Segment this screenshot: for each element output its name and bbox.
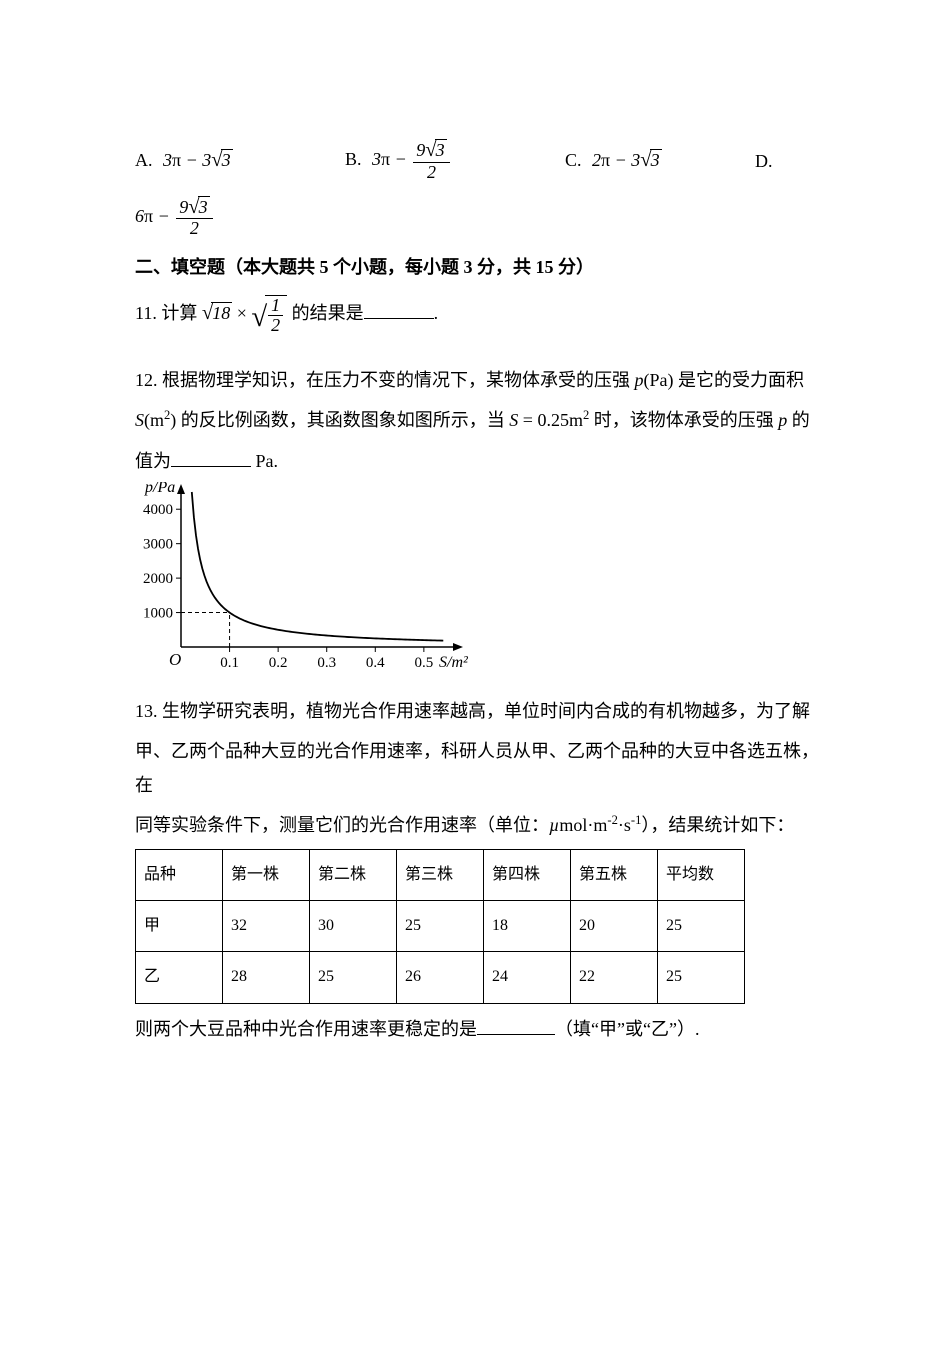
q11-post: 的结果是 [292, 303, 364, 323]
table-header: 第五株 [571, 849, 658, 900]
q12-num: 12. [135, 370, 158, 390]
q12-chart-svg: 1000 2000 3000 4000 0.1 0.2 0.3 0.4 0.5 Op/Pa S/m² [131, 482, 471, 677]
q11-blank [364, 300, 434, 319]
q11-num: 11. [135, 303, 157, 323]
option-c-expr: 2π − 3√3 [592, 150, 662, 170]
q13-table: 品种第一株第二株第三株第四株第五株平均数甲323025182025乙282526… [135, 849, 745, 1004]
q12: 12. 根据物理学知识，在压力不变的情况下，某物体承受的压强 p(Pa) 是它的… [135, 363, 820, 397]
option-b: B. 3π − 9√32 [345, 140, 565, 182]
svg-text:0.3: 0.3 [317, 655, 336, 671]
option-a-label: A. [135, 150, 153, 170]
option-b-label: B. [345, 149, 362, 169]
option-a-expr: 3π − 3√3 [163, 150, 233, 170]
table-header: 第二株 [310, 849, 397, 900]
q13-line2: 甲、乙两个品种大豆的光合作用速率，科研人员从甲、乙两个品种的大豆中各选五株，在 [135, 734, 820, 802]
svg-text:0.1: 0.1 [220, 655, 239, 671]
table-header: 品种 [136, 849, 223, 900]
section-2-title: 二、填空题（本大题共 5 个小题，每小题 3 分，共 15 分） [135, 250, 820, 284]
table-row: 乙282526242225 [136, 952, 745, 1003]
table-row: 甲323025182025 [136, 901, 745, 952]
svg-text:O: O [169, 650, 181, 669]
option-d-expr-row: 6π − 9√32 [135, 197, 820, 239]
svg-text:4000: 4000 [143, 502, 173, 518]
q11-pre: 计算 [161, 303, 197, 323]
table-header: 第三株 [397, 849, 484, 900]
q13-num: 13. [135, 701, 158, 721]
svg-text:0.5: 0.5 [414, 655, 433, 671]
q10-options: A. 3π − 3√3 B. 3π − 9√32 C. 2π − 3√3 D. [135, 140, 820, 182]
q13-line1: 13. 生物学研究表明，植物光合作用速率越高，单位时间内合成的有机物越多，为了解 [135, 694, 820, 728]
q11-expr: √18 × √12 [202, 303, 292, 323]
q12-chart: 1000 2000 3000 4000 0.1 0.2 0.3 0.4 0.5 Op/Pa S/m² [131, 482, 820, 688]
q11: 11. 计算 √18 × √12 的结果是. [135, 290, 820, 345]
option-c: C. 2π − 3√3 [565, 141, 755, 180]
q13-line4: 则两个大豆品种中光合作用速率更稳定的是（填“甲”或“乙”）. [135, 1012, 820, 1046]
svg-text:p/Pa: p/Pa [144, 482, 175, 496]
q13-blank [477, 1016, 555, 1035]
table-header: 第四株 [484, 849, 571, 900]
option-c-label: C. [565, 150, 582, 170]
q12-line2: S(m2) 的反比例函数，其函数图象如图所示，当 S = 0.25m2 时，该物… [135, 403, 820, 437]
svg-text:2000: 2000 [143, 571, 173, 587]
option-d-expr: 6π − 9√32 [135, 206, 215, 226]
svg-text:1000: 1000 [143, 605, 173, 621]
q13-line3: 同等实验条件下，测量它们的光合作用速率（单位：µmol·m-2·s-1），结果统… [135, 808, 820, 842]
q11-period: . [434, 303, 439, 323]
table-header: 平均数 [658, 849, 745, 900]
svg-text:S/m²: S/m² [439, 654, 469, 671]
svg-text:0.2: 0.2 [269, 655, 288, 671]
q12-line3: 值为 Pa. [135, 444, 820, 478]
q12-l1b: 是它的受力面积 [674, 370, 805, 390]
svg-text:0.4: 0.4 [366, 655, 385, 671]
q12-l1a: 根据物理学知识，在压力不变的情况下，某物体承受的压强 [162, 370, 635, 390]
option-a: A. 3π − 3√3 [135, 141, 345, 180]
table-header: 第一株 [223, 849, 310, 900]
option-d-label: D. [755, 151, 773, 171]
option-b-expr: 3π − 9√32 [372, 149, 452, 169]
option-d: D. [755, 144, 795, 178]
exam-page: A. 3π − 3√3 B. 3π − 9√32 C. 2π − 3√3 D. … [0, 0, 950, 1345]
q12-blank [171, 448, 251, 467]
svg-text:3000: 3000 [143, 536, 173, 552]
